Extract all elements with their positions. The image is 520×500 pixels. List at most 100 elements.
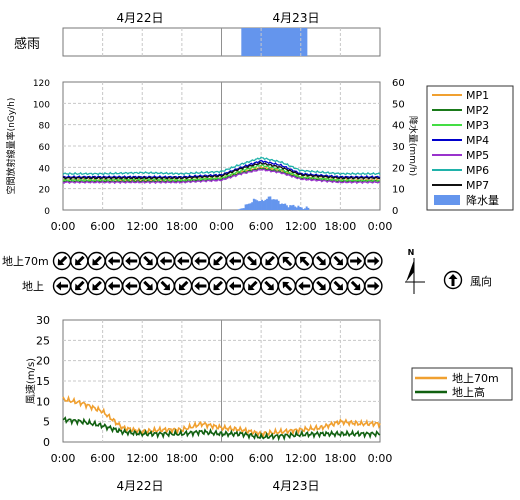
wind-direction-icon <box>364 251 383 271</box>
north-compass: N <box>405 248 425 294</box>
rain-y-tick-label: 0 <box>392 206 398 217</box>
dose-series-lines <box>62 156 381 185</box>
wind-direction-icon <box>52 276 72 296</box>
dose-grid <box>63 82 380 210</box>
wind-y-ticks: 0 5 10 15 20 25 30 <box>36 314 50 449</box>
date-label-day2: 4月23日 <box>273 11 320 25</box>
rain-y-tick-label: 30 <box>392 142 405 153</box>
rain-bar <box>238 209 240 210</box>
rain-bar <box>294 206 297 210</box>
wind-direction-icon <box>277 276 297 296</box>
wind-dir-legend-icon <box>443 270 463 290</box>
wind-direction-icon <box>156 276 176 296</box>
wind-x-tick-label: 6:00 <box>90 452 115 465</box>
rain-bars <box>238 196 310 210</box>
north-label: N <box>408 248 415 257</box>
wind-x-tick-label: 12:00 <box>285 452 317 465</box>
wind-speed-chart: 0 5 10 15 20 25 30 0:00 6:00 12:00 18:00 0:00 6:00 1… <box>25 314 392 465</box>
rain-bar <box>254 199 257 210</box>
rain-bar <box>259 200 262 210</box>
wind-direction-icon <box>295 251 314 271</box>
rain-bar <box>287 207 290 210</box>
dose-line-mp6 <box>62 156 381 176</box>
wind-direction-icon <box>104 251 124 271</box>
rain-bar <box>264 199 267 210</box>
wind-x-tick-label: 0:00 <box>51 452 76 465</box>
wind-direction-row-ground <box>52 276 383 296</box>
wind-direction-icon <box>191 251 210 271</box>
rain-bar <box>271 199 273 210</box>
date-label-day1: 4月22日 <box>117 11 164 25</box>
rain-bar <box>274 199 277 210</box>
wind-y-tick-label: 10 <box>36 395 50 408</box>
north-arrow-icon <box>406 260 414 282</box>
dose-x-tick-label: 0:00 <box>209 220 234 233</box>
wind-y-tick-label: 25 <box>36 334 50 347</box>
rain-y-tick-label: 10 <box>392 185 405 196</box>
wind-x-tick-label: 12:00 <box>126 452 158 465</box>
wind-series-lines <box>62 395 381 442</box>
wind-y-tick-label: 0 <box>43 436 50 449</box>
wind-y-axis-label: 風速(m/s) <box>25 358 37 404</box>
rain-bar <box>247 203 250 210</box>
legend-label: MP4 <box>466 134 489 147</box>
wind-direction-icon <box>52 251 72 271</box>
dose-x-tick-label: 0:00 <box>368 220 393 233</box>
wind-x-tick-label: 6:00 <box>249 452 274 465</box>
rain-bar <box>241 208 244 210</box>
dose-line-mp3 <box>62 163 381 183</box>
rain-sense-grid <box>102 28 341 56</box>
bottom-date-label-day2: 4月23日 <box>273 479 320 493</box>
dose-x-tick-label: 12:00 <box>126 220 158 233</box>
rain-bar <box>305 206 308 210</box>
dose-chart: 0 20 40 60 80 100 120 0 10 20 30 40 50 60 0:00 6:00 12… <box>5 78 419 233</box>
rain-bar <box>282 203 285 210</box>
dose-y-tick-label: 40 <box>39 164 51 174</box>
dose-line-mp4 <box>62 160 381 179</box>
wind-x-tick-label: 0:00 <box>209 452 234 465</box>
rain-y-ticks: 0 10 20 30 40 50 60 <box>392 78 405 217</box>
rain-bar <box>285 205 288 210</box>
wind-direction-icon <box>173 251 193 271</box>
rain-bar <box>246 204 249 210</box>
wind-direction-icon <box>295 276 314 296</box>
legend-swatch-rain <box>434 195 460 205</box>
rain-y-tick-label: 20 <box>392 163 405 174</box>
wind-direction-icon <box>139 251 158 271</box>
wind-direction-icon <box>139 276 158 296</box>
wind-direction-icon <box>70 251 89 271</box>
wind-direction-icon <box>312 276 331 296</box>
wind-direction-icon <box>104 276 124 296</box>
wind-direction-icon <box>260 276 279 296</box>
rain-bar <box>279 204 282 210</box>
dose-line-mp7 <box>62 161 380 180</box>
wind-y-tick-label: 15 <box>36 375 50 388</box>
rain-bar <box>289 205 292 210</box>
dose-x-tick-label: 12:00 <box>285 220 317 233</box>
rain-bar <box>284 203 287 210</box>
rain-bar <box>267 196 270 210</box>
dose-y-tick-label: 20 <box>39 186 51 196</box>
wind-direction-icon <box>121 251 141 271</box>
wind-direction-icon <box>277 251 297 271</box>
wind-direction-icon <box>70 276 89 296</box>
rain-bar <box>275 199 278 210</box>
wind-direction-icon <box>329 276 348 296</box>
rain-bar <box>239 208 242 210</box>
rain-y-tick-label: 40 <box>392 121 405 132</box>
dose-x-tick-label: 6:00 <box>90 220 115 233</box>
rain-bar <box>290 205 293 210</box>
wind-direction-icon <box>312 251 331 271</box>
rain-y-tick-label: 50 <box>392 99 405 110</box>
rain-bar <box>256 200 259 210</box>
dose-x-tick-label: 0:00 <box>51 220 76 233</box>
rain-y-axis-label: 降水量(mm/h) <box>407 116 419 176</box>
dose-y-tick-label: 80 <box>39 122 51 132</box>
dose-x-tick-label: 18:00 <box>166 220 198 233</box>
dose-legend-frame <box>426 85 514 211</box>
wind-direction-icon <box>243 251 262 271</box>
rain-bar <box>257 201 260 210</box>
dose-y-tick-label: 120 <box>33 79 50 89</box>
